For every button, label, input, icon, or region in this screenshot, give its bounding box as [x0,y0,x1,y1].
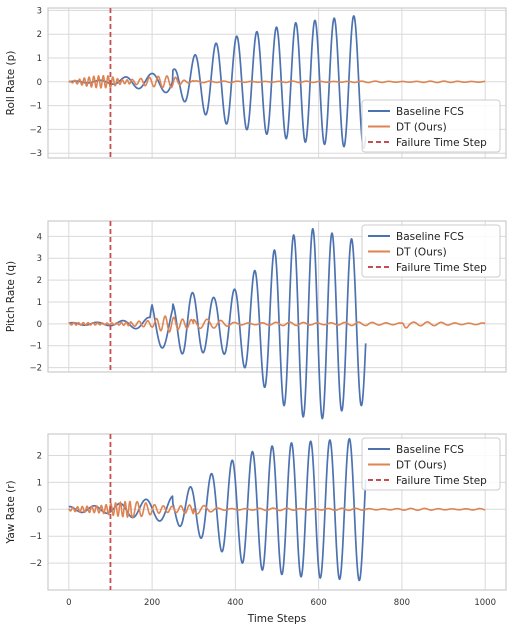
legend-item-dt-ours-label: DT (Ours) [396,246,447,258]
panel-2: 4 3 2 1 0 −1 −2 Pitch Rate (q) Baseline FCS DT (O… [5,220,507,420]
y-tick-label: −2 [29,559,42,569]
legend-item-dt-ours-label: DT (Ours) [396,459,447,471]
y-tick-label: −2 [29,364,42,374]
plot-frame [47,7,507,159]
plot-frame [47,220,507,373]
panel-1: 3 2 1 0 −1 −2 −3 Roll Rate (p) Baseline FCS DT (O… [5,6,507,159]
legend: Baseline FCS DT (Ours) Failure Time Step [361,437,501,491]
x-axis-label: Time Steps [247,613,306,625]
x-tick-label: 200 [144,598,160,608]
series-line-dt-ours [68,315,486,333]
y-axis-label: Roll Rate (p) [5,51,17,116]
legend-box [361,437,501,491]
x-tick-label: 600 [311,598,327,608]
y-tick-label: 2 [37,276,42,286]
y-tick-label: 4 [37,232,42,242]
legend: Baseline FCS DT (Ours) Failure Time Step [361,99,501,153]
series-line-dt-ours [68,74,486,89]
legend-item-failure-time-step-label: Failure Time Step [396,262,487,274]
x-tick-label: 0 [66,598,71,608]
y-tick-label: 1 [37,478,42,488]
legend-item-failure-time-step-label: Failure Time Step [396,137,487,149]
y-tick-label: 0 [37,320,42,330]
y-tick-label: −1 [29,342,42,352]
legend-box [361,99,501,153]
legend-item-baseline-fcs-label: Baseline FCS [396,444,464,456]
y-tick-label: 3 [37,254,42,264]
y-axis-label: Pitch Rate (q) [5,261,17,332]
legend-item-baseline-fcs-label: Baseline FCS [396,106,464,118]
y-axis-label: Yaw Rate (r) [5,480,17,544]
x-tick-label: 800 [394,598,410,608]
y-tick-label: 0 [37,505,42,515]
y-tick-label: −3 [29,149,42,159]
legend-box [361,224,501,278]
y-tick-label: 3 [37,6,42,16]
legend-item-baseline-fcs-label: Baseline FCS [396,231,464,243]
y-tick-label: 1 [37,54,42,64]
legend-item-dt-ours-label: DT (Ours) [396,121,447,133]
legend: Baseline FCS DT (Ours) Failure Time Step [361,224,501,278]
y-tick-label: 2 [37,30,42,40]
y-tick-label: −1 [29,532,42,542]
y-tick-label: 1 [37,298,42,308]
y-tick-label: −1 [29,102,42,112]
legend-item-failure-time-step-label: Failure Time Step [396,475,487,487]
y-tick-label: 0 [37,78,42,88]
y-tick-label: 2 [37,452,42,462]
series-line-baseline-fcs [68,227,367,420]
y-tick-label: −2 [29,125,42,135]
x-tick-label: 400 [227,598,243,608]
plot-frame [47,433,507,591]
panel-3: 2 1 0 −1 −2 0 200 400 600 800 1000 Yaw Rate (r) Time… [5,433,507,625]
series-line-baseline-fcs [68,437,367,582]
x-tick-label: 1000 [474,598,496,608]
series-line-dt-ours [68,500,486,519]
